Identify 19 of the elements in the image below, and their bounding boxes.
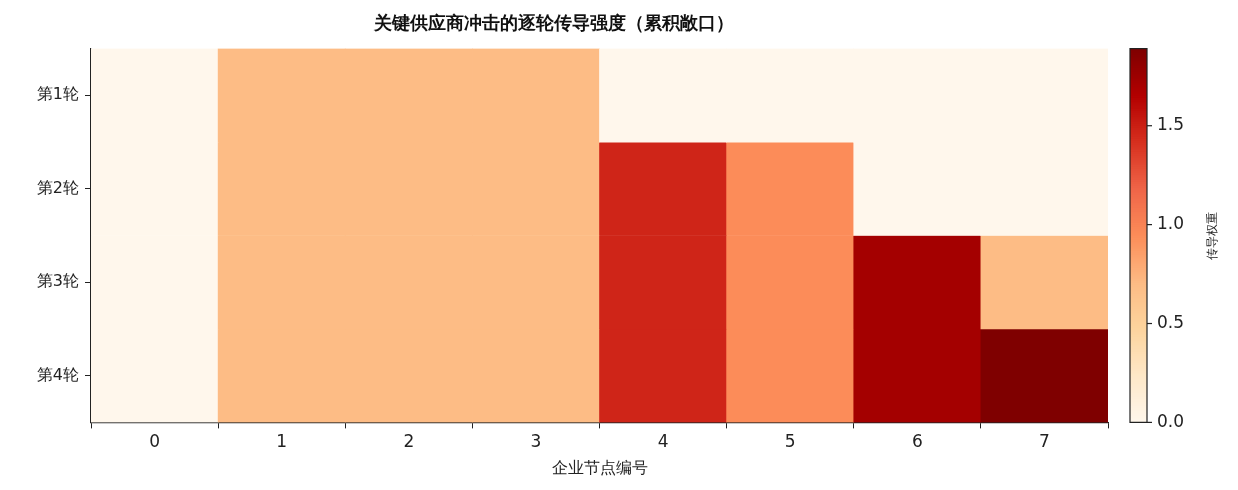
color-bar-label: 0.0 (1157, 410, 1185, 431)
x-tick-label: 0 (149, 431, 160, 452)
x-tick-label: 6 (911, 431, 923, 452)
x-tick-label: 7 (1039, 431, 1050, 452)
x-tick-label: 3 (530, 431, 542, 452)
y-tick-label: 第2轮 (36, 177, 79, 197)
x-tick-label: 1 (276, 431, 288, 452)
y-tick-label: 第4轮 (36, 364, 79, 384)
x-tick-label: 5 (784, 431, 796, 452)
color-bar-label: 1.5 (1157, 114, 1185, 135)
color-bar-title: 传导权重 (1205, 211, 1220, 260)
x-axis-title: 企业节点编号 (551, 457, 648, 477)
chart-title: 关键供应商冲击的逐轮传导强度（累积敞口） (373, 12, 734, 34)
x-tick-label: 2 (403, 431, 415, 452)
y-tick-label: 第3轮 (36, 271, 79, 291)
color-bar-label: 1.0 (1157, 213, 1185, 234)
y-tick-label: 第1轮 (36, 84, 79, 104)
x-tick-label: 4 (657, 431, 669, 452)
color-bar-label: 0.5 (1157, 311, 1185, 332)
